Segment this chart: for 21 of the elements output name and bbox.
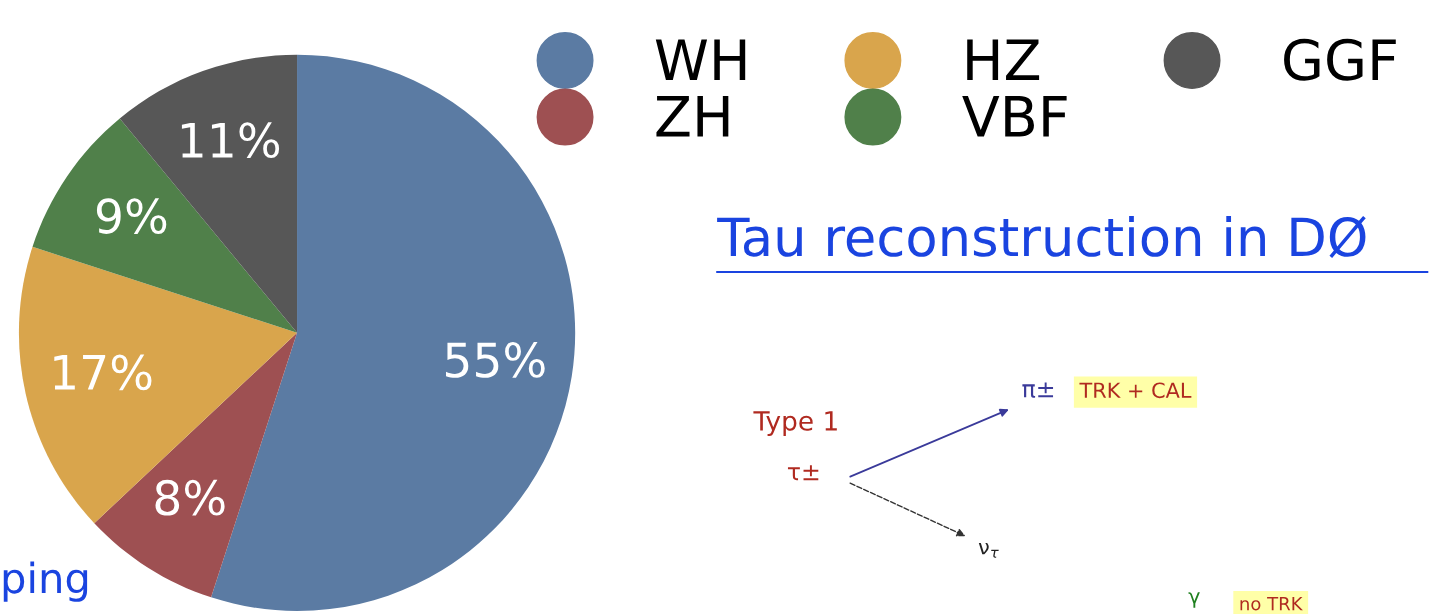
- legend-label: ZH: [656, 95, 729, 137]
- text: TRK + CAL: [1079, 382, 1192, 399]
- data-label: 17%: [54, 354, 152, 391]
- text: Type 1: [753, 411, 837, 436]
- text: ν$_{τ}$: [978, 542, 999, 558]
- text: τ±: [787, 465, 819, 481]
- text: ping: [3, 561, 88, 602]
- legend-label: WH: [655, 39, 746, 80]
- text: γ: [1188, 592, 1200, 608]
- data-label: 8%: [155, 479, 225, 516]
- pie-slice: [18, 246, 298, 524]
- data-label: 55%: [446, 342, 545, 378]
- data-label: 11%: [181, 122, 280, 159]
- text: no TRK: [1240, 597, 1303, 611]
- pie-slice: [32, 118, 298, 333]
- legend-label: GGF: [1284, 38, 1396, 81]
- legend-label: HZ: [967, 39, 1040, 80]
- text: Tau reconstruction in DØ: [717, 215, 1366, 258]
- text: π±: [1022, 382, 1054, 398]
- legend-label: VBF: [962, 95, 1067, 137]
- data-label: 9%: [96, 198, 167, 234]
